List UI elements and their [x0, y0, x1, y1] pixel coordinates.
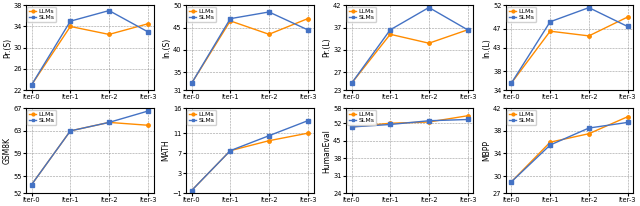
- SLMs: [188, 189, 195, 192]
- SLMs: [348, 126, 355, 128]
- Y-axis label: In.(L): In.(L): [483, 38, 492, 57]
- LLMs: [387, 33, 394, 35]
- LLMs: [624, 116, 632, 118]
- SLMs: [67, 130, 74, 132]
- LLMs: [304, 18, 312, 20]
- LLMs: [105, 121, 113, 124]
- SLMs: [547, 144, 554, 146]
- SLMs: [464, 118, 472, 121]
- Line: SLMs: SLMs: [190, 119, 309, 192]
- Legend: LLMs, SLMs: LLMs, SLMs: [187, 110, 216, 125]
- SLMs: [585, 6, 593, 9]
- Y-axis label: In.(S): In.(S): [163, 37, 172, 58]
- LLMs: [144, 124, 152, 126]
- Y-axis label: MATH: MATH: [161, 140, 171, 162]
- Legend: LLMs, SLMs: LLMs, SLMs: [347, 110, 376, 125]
- SLMs: [387, 29, 394, 31]
- LLMs: [67, 25, 74, 28]
- SLMs: [547, 21, 554, 23]
- LLMs: [188, 189, 195, 192]
- LLMs: [28, 183, 35, 186]
- LLMs: [105, 33, 113, 36]
- Line: SLMs: SLMs: [350, 6, 469, 85]
- SLMs: [348, 82, 355, 85]
- SLMs: [585, 127, 593, 129]
- Line: SLMs: SLMs: [30, 9, 150, 87]
- Legend: LLMs, SLMs: LLMs, SLMs: [347, 7, 376, 22]
- Legend: LLMs, SLMs: LLMs, SLMs: [507, 110, 536, 125]
- LLMs: [585, 132, 593, 135]
- LLMs: [265, 33, 273, 35]
- SLMs: [508, 82, 515, 84]
- SLMs: [105, 9, 113, 12]
- SLMs: [227, 18, 234, 20]
- Line: SLMs: SLMs: [30, 109, 150, 186]
- Line: SLMs: SLMs: [190, 10, 309, 85]
- Line: LLMs: LLMs: [190, 17, 309, 85]
- SLMs: [67, 20, 74, 22]
- LLMs: [508, 180, 515, 183]
- LLMs: [265, 139, 273, 142]
- Line: SLMs: SLMs: [350, 118, 469, 129]
- SLMs: [387, 123, 394, 126]
- Legend: LLMs, SLMs: LLMs, SLMs: [507, 7, 536, 22]
- SLMs: [425, 6, 433, 9]
- SLMs: [28, 83, 35, 86]
- Line: LLMs: LLMs: [30, 121, 150, 186]
- Line: LLMs: LLMs: [350, 114, 469, 129]
- SLMs: [144, 110, 152, 112]
- LLMs: [144, 23, 152, 25]
- Line: LLMs: LLMs: [509, 115, 629, 184]
- LLMs: [425, 42, 433, 44]
- SLMs: [304, 29, 312, 31]
- SLMs: [425, 119, 433, 122]
- SLMs: [624, 121, 632, 124]
- Y-axis label: Pr.(S): Pr.(S): [3, 38, 12, 58]
- SLMs: [464, 29, 472, 31]
- LLMs: [508, 82, 515, 84]
- LLMs: [348, 126, 355, 128]
- SLMs: [227, 149, 234, 152]
- SLMs: [28, 183, 35, 186]
- SLMs: [508, 180, 515, 183]
- LLMs: [585, 35, 593, 37]
- LLMs: [28, 83, 35, 86]
- LLMs: [464, 115, 472, 117]
- Line: LLMs: LLMs: [350, 28, 469, 85]
- SLMs: [144, 30, 152, 33]
- Line: LLMs: LLMs: [509, 15, 629, 85]
- Legend: LLMs, SLMs: LLMs, SLMs: [27, 110, 56, 125]
- LLMs: [227, 149, 234, 152]
- Line: LLMs: LLMs: [30, 22, 150, 87]
- LLMs: [348, 82, 355, 85]
- SLMs: [105, 121, 113, 124]
- Legend: LLMs, SLMs: LLMs, SLMs: [187, 7, 216, 22]
- LLMs: [188, 82, 195, 85]
- LLMs: [425, 121, 433, 123]
- SLMs: [265, 135, 273, 137]
- LLMs: [624, 16, 632, 18]
- LLMs: [547, 141, 554, 143]
- LLMs: [304, 132, 312, 135]
- SLMs: [265, 11, 273, 13]
- LLMs: [464, 29, 472, 31]
- Y-axis label: HumanEval: HumanEval: [323, 129, 332, 173]
- Y-axis label: MBPP: MBPP: [483, 140, 492, 161]
- LLMs: [387, 122, 394, 124]
- Line: SLMs: SLMs: [509, 121, 629, 184]
- LLMs: [547, 30, 554, 32]
- SLMs: [624, 25, 632, 28]
- Legend: LLMs, SLMs: LLMs, SLMs: [27, 7, 56, 22]
- Line: SLMs: SLMs: [509, 6, 629, 85]
- Y-axis label: GSM8K: GSM8K: [3, 137, 12, 164]
- Line: LLMs: LLMs: [190, 131, 309, 192]
- SLMs: [304, 119, 312, 122]
- Y-axis label: Pr.(L): Pr.(L): [323, 38, 332, 57]
- LLMs: [227, 20, 234, 22]
- SLMs: [188, 82, 195, 85]
- LLMs: [67, 130, 74, 132]
